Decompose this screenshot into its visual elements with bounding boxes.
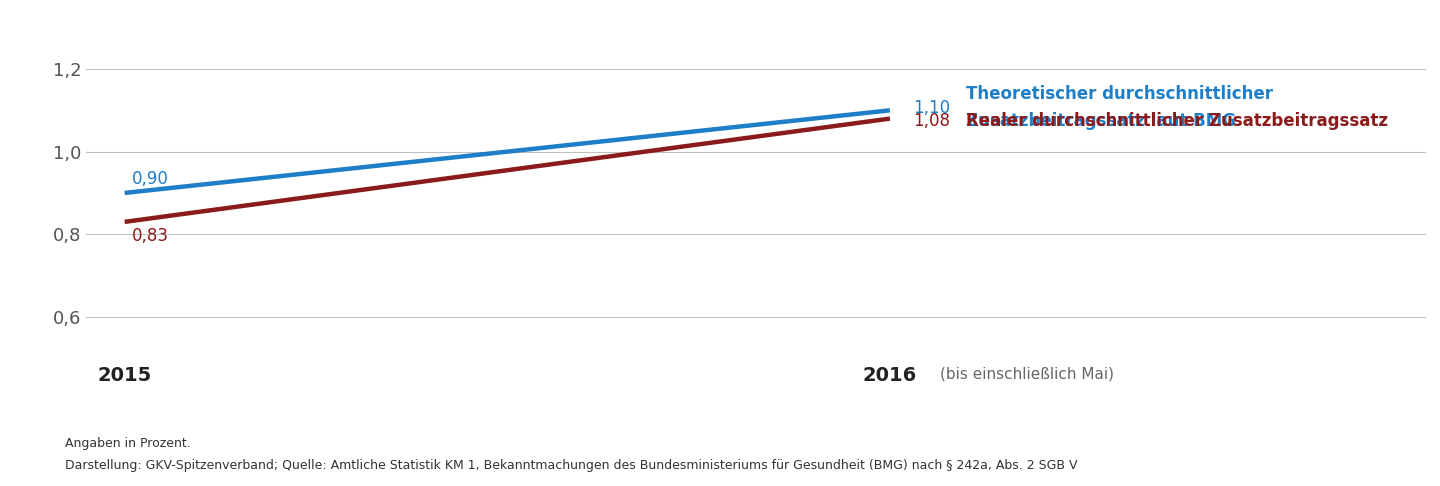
- Text: Realer durchschnittlicher Zusatzbeitragssatz: Realer durchschnittlicher Zusatzbeitrags…: [966, 112, 1388, 130]
- Text: Zusatzbeitragssatz laut BMG: Zusatzbeitragssatz laut BMG: [966, 112, 1237, 130]
- Text: 0,90: 0,90: [132, 170, 168, 188]
- Text: 1,10: 1,10: [913, 99, 950, 117]
- Text: Darstellung: GKV-Spitzenverband; Quelle: Amtliche Statistik KM 1, Bekanntmachung: Darstellung: GKV-Spitzenverband; Quelle:…: [65, 459, 1077, 472]
- Text: 0,83: 0,83: [132, 227, 170, 245]
- Text: 1,08: 1,08: [913, 112, 950, 130]
- Text: 2016: 2016: [863, 366, 917, 385]
- Text: Angaben in Prozent.: Angaben in Prozent.: [65, 437, 190, 451]
- Text: 2015: 2015: [98, 366, 151, 385]
- Text: (bis einschließlich Mai): (bis einschließlich Mai): [940, 366, 1113, 382]
- Text: Theoretischer durchschnittlicher: Theoretischer durchschnittlicher: [966, 86, 1273, 104]
